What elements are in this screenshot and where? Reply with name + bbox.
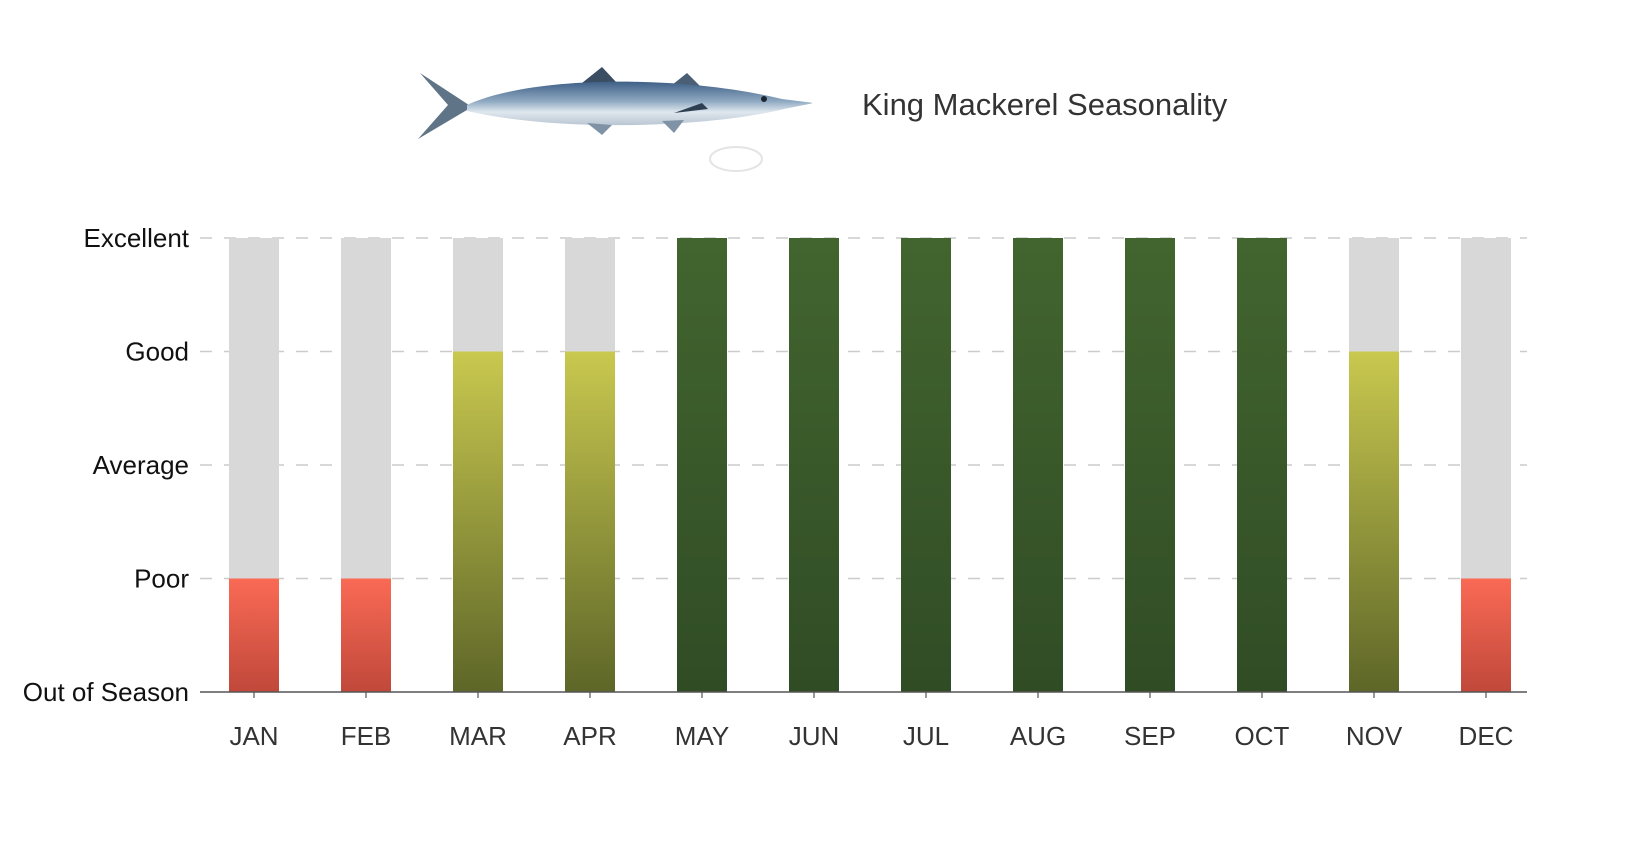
bar-nov (1349, 351, 1399, 692)
x-tick-label-jun: JUN (789, 721, 840, 751)
x-tick-label-oct: OCT (1235, 721, 1290, 751)
fish-second-dorsal-fin (672, 73, 700, 86)
bar-aug (1013, 238, 1063, 692)
king-mackerel-illustration (418, 67, 812, 172)
fish-dorsal-fin (582, 67, 617, 83)
x-axis-labels: JAN FEB MAR APR MAY JUN JUL AUG SEP OCT NOV DEC (229, 721, 1513, 751)
y-tick-label-excellent: Excellent (84, 223, 190, 253)
x-tick-label-apr: APR (563, 721, 616, 751)
y-axis-labels: Out of Season Poor Average Good Excellent (23, 223, 190, 707)
bar-jun (789, 238, 839, 692)
fish-body (467, 81, 812, 126)
x-tick-label-nov: NOV (1346, 721, 1403, 751)
y-tick-label-poor: Poor (134, 564, 189, 594)
fish-anal-fin (662, 120, 684, 133)
watermark-logo (709, 146, 763, 172)
x-tick-label-dec: DEC (1459, 721, 1514, 751)
bar-sep (1125, 238, 1175, 692)
bar-feb (341, 578, 391, 692)
y-tick-label-out-of-season: Out of Season (23, 677, 189, 707)
bar-jul (901, 238, 951, 692)
fish-tail (418, 73, 472, 139)
fish-pectoral-fin (674, 103, 708, 113)
axis (200, 691, 1527, 698)
x-tick-label-aug: AUG (1010, 721, 1066, 751)
x-tick-label-jan: JAN (229, 721, 278, 751)
x-tick-label-feb: FEB (341, 721, 392, 751)
bar-may (677, 238, 727, 692)
bar-oct (1237, 238, 1287, 692)
y-tick-label-average: Average (93, 450, 189, 480)
bar-apr (565, 351, 615, 692)
chart-title: King Mackerel Seasonality (862, 87, 1228, 122)
y-tick-label-good: Good (125, 337, 189, 367)
bars (229, 238, 1511, 692)
fish-eye (761, 96, 767, 102)
bar-jan (229, 578, 279, 692)
bar-dec (1461, 578, 1511, 692)
x-tick-label-may: MAY (675, 721, 729, 751)
header: King Mackerel Seasonality (0, 0, 1648, 200)
fish-belly-fin (587, 123, 612, 135)
x-tick-label-jul: JUL (903, 721, 949, 751)
x-tick-label-sep: SEP (1124, 721, 1176, 751)
x-tick-label-mar: MAR (449, 721, 507, 751)
gridlines (200, 237, 1527, 580)
bar-mar (453, 351, 503, 692)
